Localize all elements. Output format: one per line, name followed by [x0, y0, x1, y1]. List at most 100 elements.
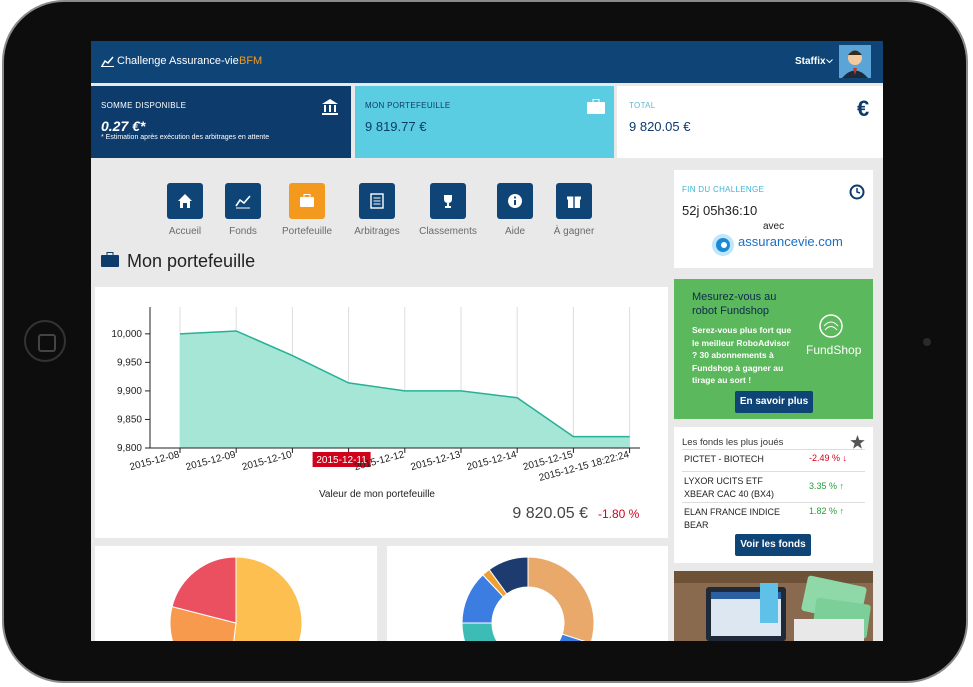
x-tick-label: 2015-12-14	[466, 449, 519, 473]
nav-icon	[178, 194, 192, 208]
pie-slice	[461, 622, 498, 641]
fund-divider	[682, 471, 865, 472]
fundshop-logo: FundShop	[806, 343, 862, 357]
promo-card: Mesurez-vous au robot Fundshop Serez-vou…	[674, 279, 873, 419]
funds-title: Les fonds les plus joués	[682, 437, 784, 448]
nav-button[interactable]	[167, 183, 203, 219]
pie-slice	[169, 605, 237, 641]
nav-label[interactable]: À gagner	[553, 226, 595, 237]
countdown-card: FIN DU CHALLENGE 52j 05h36:10 avec assur…	[674, 170, 873, 268]
pie-slice	[171, 556, 237, 624]
user-menu[interactable]: Staffix	[795, 56, 826, 67]
partner-logo	[712, 234, 734, 256]
funds-card: Les fonds les plus joués Voir les fonds …	[674, 427, 873, 563]
fund-divider	[682, 449, 865, 450]
pie-slice	[488, 556, 529, 595]
nav-button[interactable]	[359, 183, 395, 219]
nav-button[interactable]	[289, 183, 325, 219]
nav-icon	[567, 196, 581, 208]
logo-icon	[101, 56, 114, 67]
promo-text: Serez-vous plus fort que le meilleur Rob…	[692, 325, 792, 385]
nav-label[interactable]: Fonds	[229, 226, 257, 237]
x-tick-label: 2015-12-10	[241, 449, 294, 473]
x-tick-label: 2015-12-09	[185, 449, 238, 473]
section-icon	[101, 252, 119, 267]
nav-label[interactable]: Accueil	[168, 226, 202, 237]
briefcase-icon	[587, 99, 605, 114]
card-value: 9 820.05 €	[629, 119, 691, 134]
nav-label[interactable]: Aide	[504, 226, 525, 237]
chart-total: 9 820.05 €	[512, 505, 588, 522]
app-title[interactable]: Challenge Assurance-vie	[117, 55, 239, 67]
x-tick-label: 2015-12-13	[410, 449, 463, 473]
chart-caption: Valeur de mon portefeuille	[319, 489, 435, 500]
card-value: 9 819.77 €	[365, 119, 427, 134]
y-tick-label: 9,900	[117, 386, 142, 397]
nav-icon	[300, 194, 314, 207]
nav-button[interactable]	[430, 183, 466, 219]
nav-icon	[444, 195, 452, 208]
section-title: Mon portefeuille	[127, 251, 256, 271]
nav-icon	[370, 193, 384, 209]
line	[179, 330, 630, 438]
countdown-label: FIN DU CHALLENGE	[682, 185, 765, 194]
partner-name[interactable]: assurancevie.com	[738, 234, 843, 249]
screen: Challenge Assurance-vie BFM Staffix SOMM…	[91, 41, 883, 641]
fund-name[interactable]: PICTET - BIOTECH	[684, 454, 764, 464]
nav-icon	[235, 195, 251, 209]
pie-slice	[558, 633, 586, 641]
nav-icon	[508, 194, 522, 208]
fund-divider	[682, 502, 865, 503]
bank-icon	[322, 99, 338, 115]
home-button[interactable]	[24, 320, 66, 362]
promo-image	[674, 571, 873, 641]
pie-chart	[95, 546, 377, 641]
caret	[826, 59, 833, 64]
nav-label[interactable]: Portefeuille	[281, 226, 333, 237]
chart-change: -1.80 %	[598, 507, 640, 521]
fund-change: -2.49 % ↓	[809, 453, 848, 463]
y-tick-label: 9,800	[117, 443, 142, 454]
nav-label[interactable]: Classements	[419, 226, 477, 237]
y-tick-label: 10,000	[111, 329, 142, 340]
fund-name[interactable]: ELAN FRANCE INDICE BEAR	[684, 507, 781, 530]
app-brand: BFM	[239, 55, 263, 67]
card-label: MON PORTEFEUILLE	[365, 101, 451, 110]
fund-change: 1.82 % ↑	[809, 506, 845, 516]
portfolio-card: MON PORTEFEUILLE 9 819.77 €	[355, 86, 614, 158]
available-card: SOMME DISPONIBLE 0.27 €* * Estimation ap…	[91, 86, 351, 158]
donut-chart	[387, 546, 668, 641]
card-note: * Estimation après exécution des arbitra…	[101, 134, 270, 141]
avatar[interactable]	[839, 45, 871, 78]
card-label: SOMME DISPONIBLE	[101, 101, 187, 110]
pie-slice	[233, 556, 303, 641]
card-label: TOTAL	[629, 101, 656, 110]
nav-button[interactable]	[556, 183, 592, 219]
camera	[923, 338, 931, 346]
y-tick-label: 9,950	[117, 357, 142, 368]
partner-with: avec	[763, 221, 785, 232]
euro-symbol: €	[857, 96, 870, 121]
fund-change: 3.35 % ↑	[809, 481, 845, 491]
total-card: TOTAL 9 820.05 € €	[617, 86, 883, 158]
top-bar: Challenge Assurance-vie BFM Staffix	[91, 41, 883, 83]
pie-slice	[527, 556, 595, 641]
clock-icon	[849, 184, 865, 200]
nav-label[interactable]: Arbitrages	[354, 226, 400, 237]
promo-title: Mesurez-vous au robot Fundshop	[692, 291, 777, 317]
x-highlight	[312, 452, 371, 467]
nav-button[interactable]	[225, 183, 261, 219]
x-tick-label: 2015-12-11	[316, 455, 367, 466]
funds-button[interactable]: Voir les fonds	[735, 534, 811, 556]
nav-button[interactable]	[497, 183, 533, 219]
promo-button[interactable]: En savoir plus	[735, 391, 813, 413]
countdown-value: 52j 05h36:10	[682, 203, 758, 218]
star-icon	[850, 435, 865, 449]
y-tick-label: 9,850	[117, 414, 142, 425]
fundshop-icon	[819, 314, 843, 338]
area	[180, 330, 630, 448]
card-value: 0.27 €*	[101, 118, 146, 134]
fund-name[interactable]: LYXOR UCITS ETF XBEAR CAC 40 (BX4)	[684, 476, 775, 499]
